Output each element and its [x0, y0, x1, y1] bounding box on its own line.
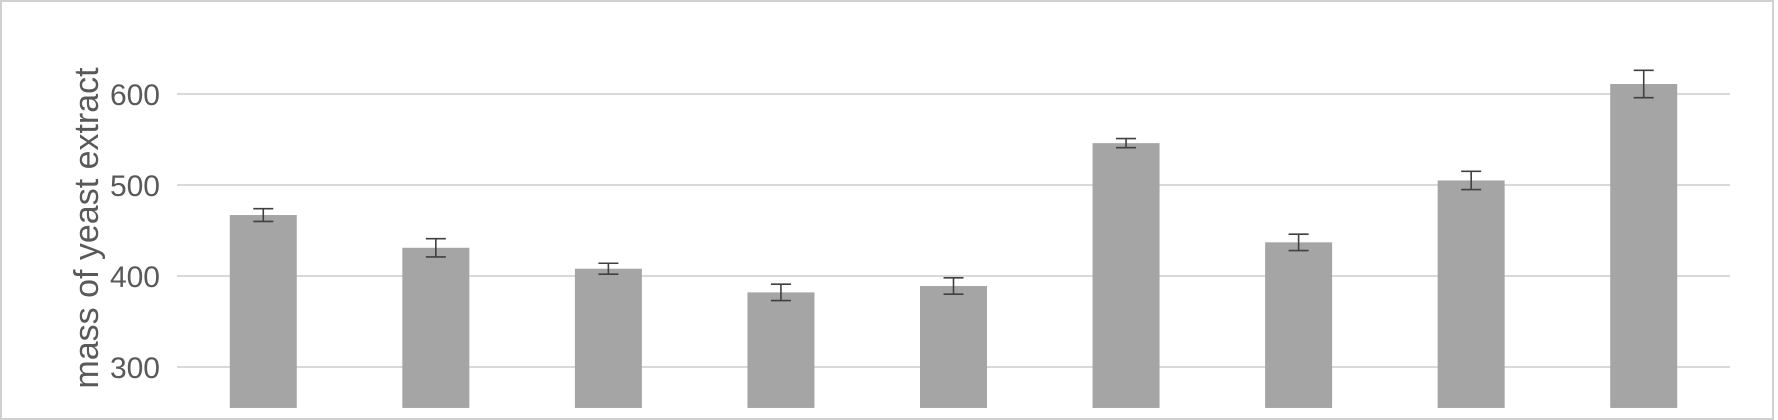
- error-bars: [253, 69, 1654, 302]
- bar-5: [920, 286, 987, 408]
- y-tick-label: 600: [110, 79, 160, 112]
- bar-1: [229, 215, 297, 408]
- error-bar-1: [253, 207, 274, 223]
- error-bar-7: [1288, 233, 1309, 252]
- bar-2: [402, 247, 470, 408]
- error-bar-4: [770, 283, 791, 302]
- y-axis-label: mass of yeast extract: [68, 67, 106, 389]
- bar-6: [1092, 143, 1160, 408]
- bar-8: [1437, 180, 1505, 408]
- error-bar-8: [1461, 170, 1482, 191]
- y-tick-label: 300: [110, 352, 160, 385]
- error-bar-3: [598, 262, 619, 275]
- error-bar-2: [425, 237, 446, 258]
- bar-7: [1265, 242, 1333, 408]
- error-bar-6: [1116, 137, 1137, 149]
- error-bar-9: [1633, 69, 1654, 99]
- bars: [229, 83, 1678, 408]
- y-tick-label: 400: [110, 261, 160, 294]
- bar-4: [747, 292, 815, 408]
- error-bar-5: [943, 277, 964, 296]
- y-tick-labels: 300 400 500 600: [110, 79, 160, 385]
- y-tick-label: 500: [110, 170, 160, 203]
- bar-9: [1610, 83, 1678, 408]
- bar-3: [574, 268, 642, 408]
